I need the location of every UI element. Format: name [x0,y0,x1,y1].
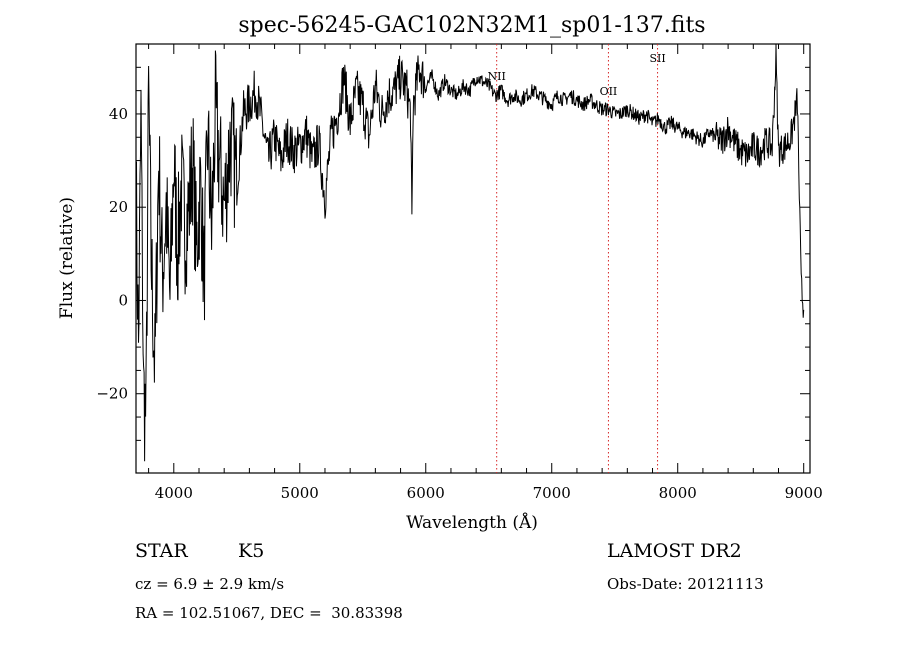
x-tick-label: 8000 [659,484,697,502]
x-tick-label: 7000 [533,484,571,502]
spectral-line-markers [496,44,659,473]
spectral-line-label: OII [600,85,618,98]
coordinates-text: RA = 102.51067, DEC = 30.83398 [135,604,403,622]
object-class: STAR [135,540,188,562]
spectral-line-label: SII [649,52,665,65]
x-tick-label: 5000 [281,484,319,502]
survey-name: LAMOST DR2 [607,540,742,562]
axis-ticks [136,44,810,473]
y-axis-label: Flux (relative) [57,197,77,319]
x-tick-label: 9000 [785,484,823,502]
spectrum-series [135,43,805,462]
y-tick-label: 20 [109,198,128,216]
redshift-text: cz = 6.9 ± 2.9 km/s [135,575,285,593]
x-axis-label: Wavelength (Å) [406,512,538,533]
axis-tick-labels: 4000 5000 6000 7000 8000 9000 −20 0 20 40 [96,105,822,502]
spectral-line-label: NII [488,70,506,83]
chart-title: spec-56245-GAC102N32M1_sp01-137.fits [238,13,705,38]
y-tick-label: 0 [118,291,128,309]
spectrum-line [135,43,805,462]
x-tick-label: 4000 [155,484,193,502]
spectral-line-labels: NII OII SII [488,52,666,98]
object-subclass: K5 [238,540,265,562]
x-tick-label: 6000 [407,484,445,502]
plot-frame [135,43,811,474]
y-tick-label: 40 [109,105,128,123]
y-tick-label: −20 [96,385,128,403]
obs-date-text: Obs-Date: 20121113 [607,575,764,593]
